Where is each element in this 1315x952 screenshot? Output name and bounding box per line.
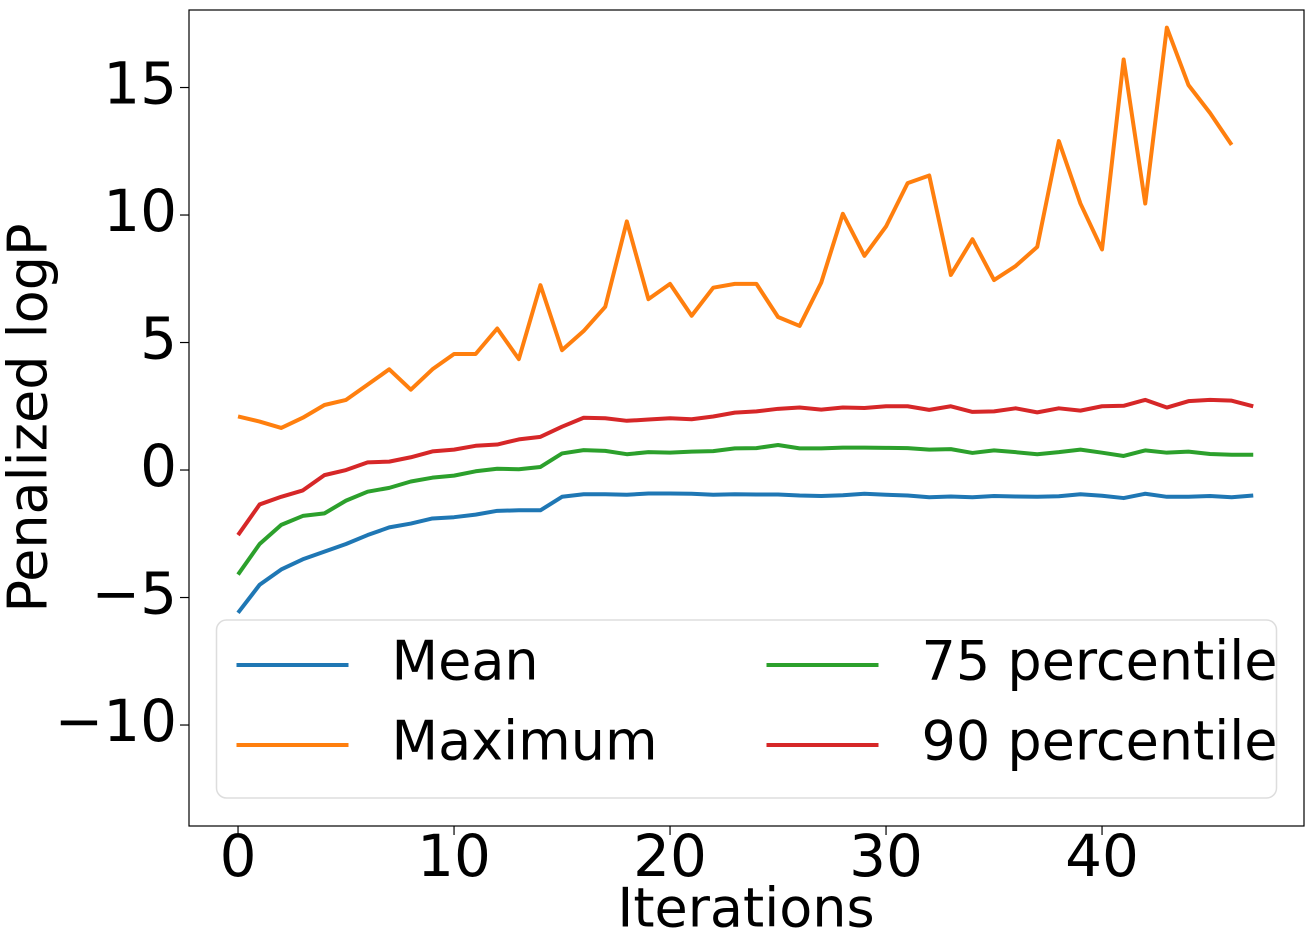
plot-frame xyxy=(188,9,1305,827)
legend-label: 90 percentile xyxy=(922,710,1278,773)
series-line xyxy=(236,397,1254,537)
x-tick-label: 40 xyxy=(1065,822,1139,890)
x-tick-label: 10 xyxy=(417,822,491,890)
y-tick-label: 15 xyxy=(103,50,177,118)
legend-box xyxy=(215,619,1278,799)
series-line xyxy=(237,25,1234,430)
x-tick-label: 20 xyxy=(633,822,707,890)
y-tick-label: 10 xyxy=(103,177,177,245)
x-tick-label: 30 xyxy=(849,822,923,890)
series-line xyxy=(236,491,1254,615)
y-tick-label: 5 xyxy=(140,305,177,373)
y-axis-label: Penalized logP xyxy=(0,223,60,612)
x-axis-label: Iterations xyxy=(617,877,874,940)
y-tick-label: 0 xyxy=(140,432,177,500)
y-tick-label: −10 xyxy=(55,687,177,755)
series-line xyxy=(236,443,1254,576)
legend-label: Maximum xyxy=(392,710,658,773)
legend-label: 75 percentile xyxy=(922,630,1278,693)
y-tick-label: −5 xyxy=(92,560,178,628)
legend-label: Mean xyxy=(392,630,539,693)
x-tick-label: 0 xyxy=(220,822,257,890)
